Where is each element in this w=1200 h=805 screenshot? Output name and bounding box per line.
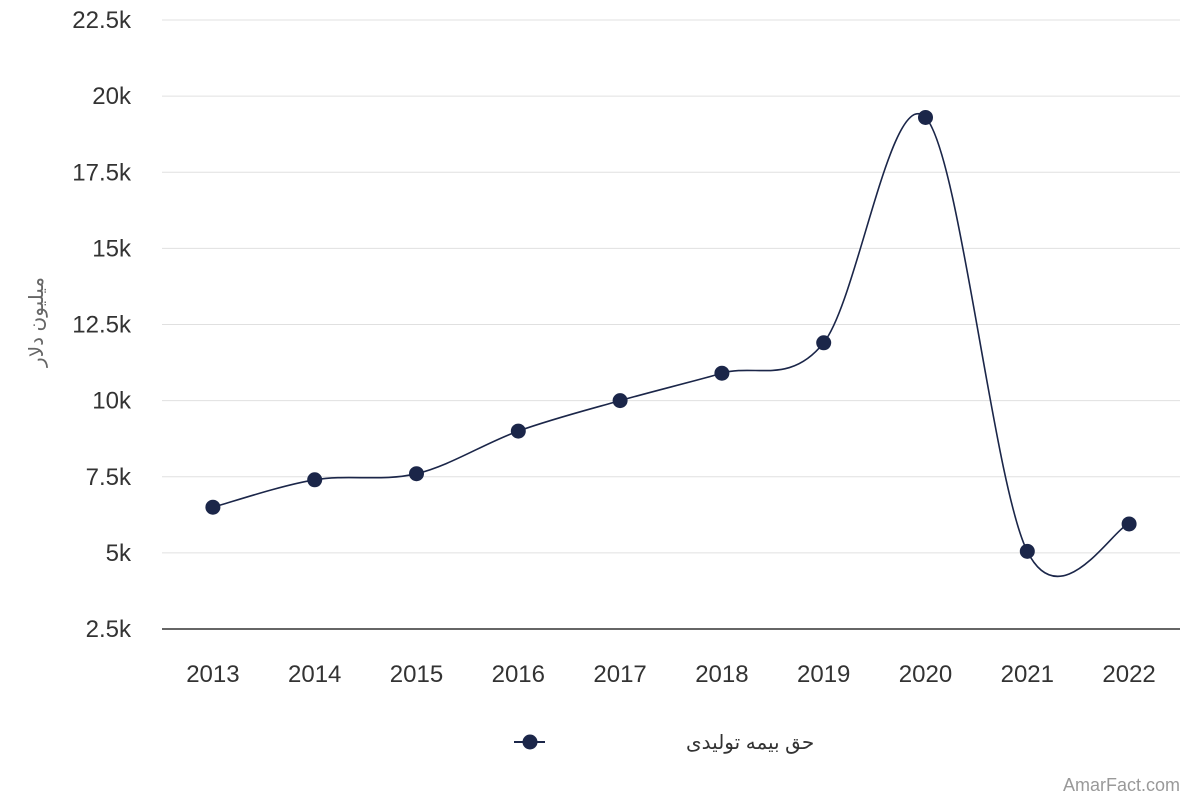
data-point[interactable] xyxy=(612,393,628,409)
x-tick-label: 2013 xyxy=(186,661,239,688)
watermark: AmarFact.com xyxy=(1063,775,1180,795)
y-tick-label: 5k xyxy=(106,540,132,567)
series-line xyxy=(212,113,1130,578)
x-tick-label: 2019 xyxy=(797,661,850,688)
y-axis-ticks: 2.5k 5k 7.5k 10k 12.5k 15k 17.5k 20k 22.5k xyxy=(72,7,132,643)
legend-label: حق بیمه تولیدی xyxy=(686,732,814,754)
x-tick-label: 2016 xyxy=(492,661,545,688)
y-tick-label: 12.5k xyxy=(72,312,132,339)
x-tick-label: 2015 xyxy=(390,661,443,688)
data-point[interactable] xyxy=(409,466,424,482)
data-point[interactable] xyxy=(816,335,832,351)
x-tick-label: 2017 xyxy=(593,661,646,688)
x-axis-ticks: 2013 2014 2015 2016 2017 2018 2019 2020 2021 2022 xyxy=(186,661,1156,688)
y-tick-label: 2.5k xyxy=(86,616,132,643)
y-tick-label: 20k xyxy=(92,83,132,110)
y-tick-label: 22.5k xyxy=(72,7,132,34)
x-tick-label: 2020 xyxy=(899,661,952,688)
data-point[interactable] xyxy=(510,423,526,439)
y-tick-label: 15k xyxy=(92,235,132,262)
y-tick-label: 7.5k xyxy=(86,464,132,491)
legend[interactable]: حق بیمه تولیدی xyxy=(514,732,814,754)
data-point[interactable] xyxy=(714,365,730,381)
data-point[interactable] xyxy=(205,499,221,515)
data-point[interactable] xyxy=(918,109,933,125)
series-layer xyxy=(205,109,1137,578)
data-point[interactable] xyxy=(1019,543,1035,559)
grid-lines xyxy=(162,19,1180,554)
y-tick-label: 17.5k xyxy=(72,159,132,186)
x-tick-label: 2018 xyxy=(695,661,748,688)
y-tick-label: 10k xyxy=(92,388,132,415)
x-tick-label: 2014 xyxy=(288,661,341,688)
x-tick-label: 2022 xyxy=(1102,661,1155,688)
x-tick-label: 2021 xyxy=(1001,661,1054,688)
data-point[interactable] xyxy=(307,472,323,488)
data-point[interactable] xyxy=(1121,516,1137,532)
y-axis-label: میلیون دلار xyxy=(26,277,48,368)
legend-marker xyxy=(522,734,538,750)
